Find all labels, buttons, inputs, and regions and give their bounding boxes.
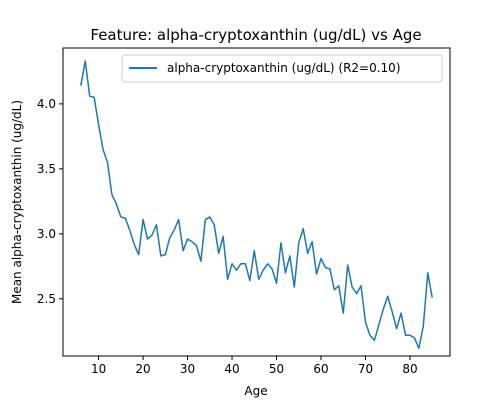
legend-label: alpha-cryptoxanthin (ug/dL) (R2=0.10) — [167, 61, 401, 75]
y-tick-label: 3.5 — [37, 162, 56, 176]
plot-area: 10 20 30 40 50 60 70 80 2.5 3.0 3.5 4.0 — [37, 47, 451, 376]
x-tick-label: 40 — [224, 362, 239, 376]
x-tick-label: 10 — [91, 362, 106, 376]
x-tick-label: 60 — [313, 362, 328, 376]
x-tick-label: 20 — [135, 362, 150, 376]
y-tick-label: 3.0 — [37, 227, 56, 241]
y-tick-label: 4.0 — [37, 97, 56, 111]
series-layer — [80, 60, 433, 349]
chart-title: Feature: alpha-cryptoxanthin (ug/dL) vs … — [90, 26, 421, 44]
x-axis-label: Age — [244, 384, 267, 398]
y-axis-label: Mean alpha-cryptoxanthin (ug/dL) — [10, 100, 24, 304]
y-axis: 2.5 3.0 3.5 4.0 — [37, 97, 63, 306]
legend-box — [121, 54, 443, 83]
x-tick-label: 30 — [180, 362, 195, 376]
plot-frame — [62, 47, 451, 357]
x-axis: 10 20 30 40 50 60 70 80 — [91, 356, 418, 376]
x-tick-label: 50 — [269, 362, 284, 376]
x-tick-label: 80 — [402, 362, 417, 376]
series-line — [80, 60, 433, 349]
x-tick-label: 70 — [358, 362, 373, 376]
legend: alpha-cryptoxanthin (ug/dL) (R2=0.10) — [121, 54, 443, 83]
y-tick-label: 2.5 — [37, 292, 56, 306]
